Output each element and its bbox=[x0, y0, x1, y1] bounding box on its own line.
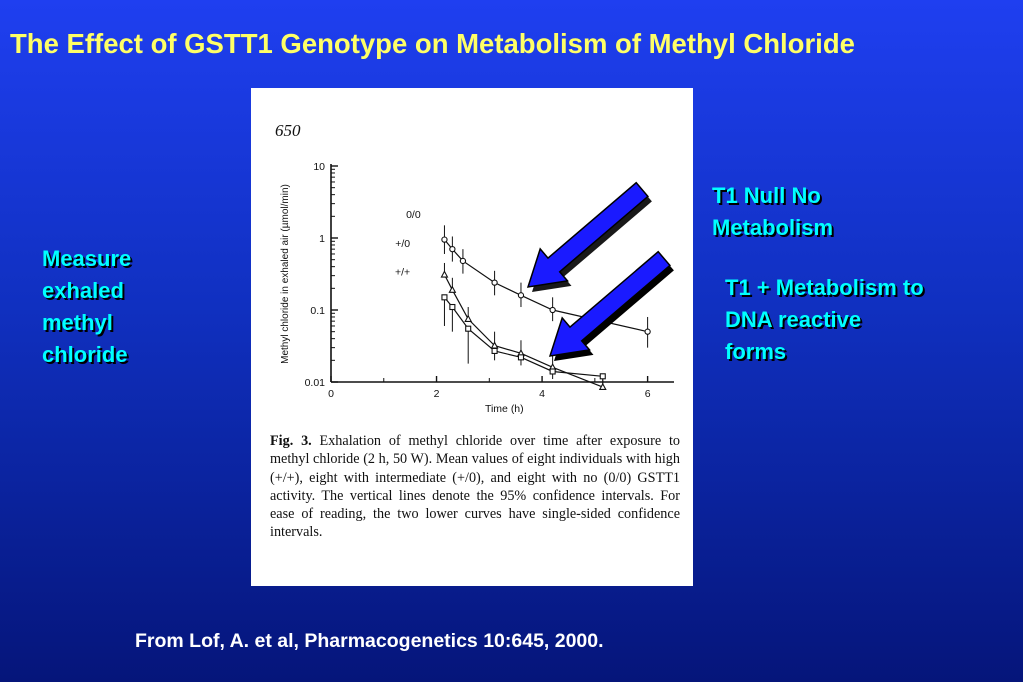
lower-arrow-icon bbox=[548, 250, 674, 361]
y-tick-label: 0.1 bbox=[310, 305, 325, 317]
data-point bbox=[449, 303, 456, 311]
x-tick-label: 6 bbox=[645, 388, 651, 400]
x-tick-label: 4 bbox=[539, 388, 545, 400]
y-tick-label: 1 bbox=[319, 233, 325, 245]
t1-plus-annotation: T1 + Metabolism to DNA reactive forms bbox=[725, 275, 924, 364]
data-point bbox=[441, 236, 448, 243]
data-point bbox=[517, 292, 525, 299]
data-point bbox=[464, 314, 473, 322]
data-point bbox=[440, 270, 449, 278]
upper-arrow-icon bbox=[526, 181, 652, 292]
y-tick-label: 0.01 bbox=[305, 377, 326, 389]
data-point bbox=[549, 368, 556, 375]
exhalation-chart: 10 1 0.1 0.010 2 4 6 Time (h) Methyl chloride in… bbox=[280, 161, 674, 415]
data-point bbox=[644, 328, 651, 335]
figure-caption: Fig. 3. Exhalation of methyl chloride ov… bbox=[270, 432, 680, 542]
data-point bbox=[491, 279, 498, 286]
measure-annotation: Measure exhaled methyl chloride bbox=[42, 246, 132, 367]
data-point bbox=[549, 306, 556, 314]
x-tick-label: 0 bbox=[328, 388, 334, 400]
y-axis-label: Methyl chloride in exhaled air (µmol/min… bbox=[280, 184, 291, 364]
t1-null-annotation: T1 Null No Metabolism bbox=[712, 183, 834, 240]
series-label: +/0 bbox=[395, 238, 410, 250]
data-point bbox=[441, 294, 448, 301]
caption-text: Exhalation of methyl chloride over time … bbox=[270, 433, 680, 541]
data-point bbox=[599, 373, 606, 380]
page-number: 650 bbox=[275, 121, 301, 140]
caption-label: Fig. 3. bbox=[270, 433, 312, 449]
data-point bbox=[517, 354, 525, 361]
series-label: +/+ bbox=[395, 267, 410, 279]
series-label: 0/0 bbox=[406, 209, 421, 221]
data-point bbox=[449, 246, 456, 253]
data-point bbox=[459, 257, 467, 265]
data-point bbox=[598, 382, 607, 391]
data-point bbox=[448, 285, 457, 293]
y-tick-label: 10 bbox=[313, 161, 325, 173]
data-point bbox=[491, 347, 498, 354]
x-axis-label: Time (h) bbox=[485, 403, 524, 415]
data-point bbox=[465, 325, 472, 332]
x-tick-label: 2 bbox=[434, 388, 440, 400]
citation: From Lof, A. et al, Pharmacogenetics 10:… bbox=[135, 630, 604, 652]
journal-figure: 650 10 1 0.1 0.01 0 2 4 6 Time (h) Methyl chlorid… bbox=[251, 88, 693, 586]
slide-title: The Effect of GSTT1 Genotype on Metaboli… bbox=[10, 28, 855, 59]
